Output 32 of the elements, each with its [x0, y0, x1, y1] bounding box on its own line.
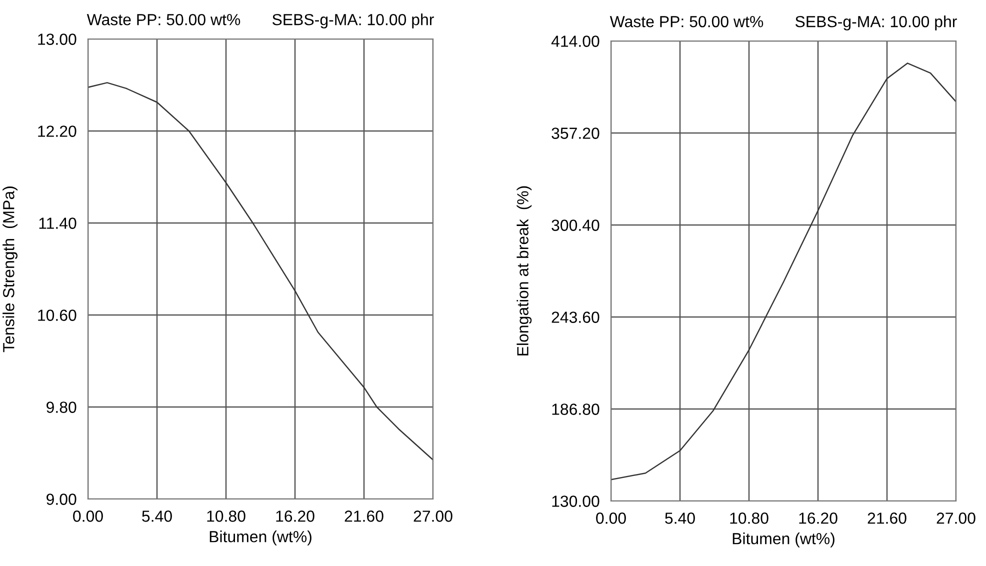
chart-title: Waste PP: 50.00 wt% SEBS-g-MA: 10.00 phr	[86, 14, 434, 28]
y-tick-label: 186.80	[552, 404, 600, 415]
x-tick-label: 21.60	[868, 512, 906, 524]
y-tick-label: 10.60	[38, 310, 76, 321]
x-axis-title: Bitumen (wt%)	[732, 532, 834, 548]
y-tick-label: 9.00	[46, 494, 76, 505]
y-tick-label: 357.20	[552, 128, 600, 139]
y-tick-label: 12.20	[38, 126, 76, 137]
y-tick-label: 11.40	[39, 218, 76, 229]
x-tick-label: 5.40	[142, 510, 172, 522]
y-axis-title: Elongation at break (%)	[516, 186, 532, 356]
y-tick-label: 300.40	[552, 220, 600, 231]
x-tick-label: 27.00	[414, 510, 452, 522]
chart-title: Waste PP: 50.00 wt% SEBS-g-MA: 10.00 phr	[610, 16, 957, 30]
y-tick-label: 13.00	[38, 34, 76, 45]
x-axis-title: Bitumen (wt%)	[210, 530, 312, 546]
x-tick-label: 0.00	[73, 510, 103, 522]
y-tick-label: 414.00	[551, 36, 600, 47]
y-tick-label: 243.60	[552, 312, 600, 323]
y-axis-title: Tensile Strength (MPa)	[2, 186, 18, 352]
x-tick-label: 5.40	[665, 512, 695, 524]
x-tick-label: 10.80	[207, 510, 246, 522]
line-series	[88, 82, 433, 461]
x-tick-label: 27.00	[936, 512, 976, 524]
line-series	[611, 62, 956, 480]
x-tick-label: 16.20	[276, 510, 314, 522]
x-tick-label: 10.80	[730, 512, 768, 524]
x-tick-label: 0.00	[596, 512, 626, 524]
x-tick-label: 16.20	[799, 512, 838, 524]
y-tick-label: 9.80	[46, 402, 76, 413]
y-tick-label: 130.00	[552, 496, 600, 507]
x-tick-label: 21.60	[344, 510, 384, 522]
